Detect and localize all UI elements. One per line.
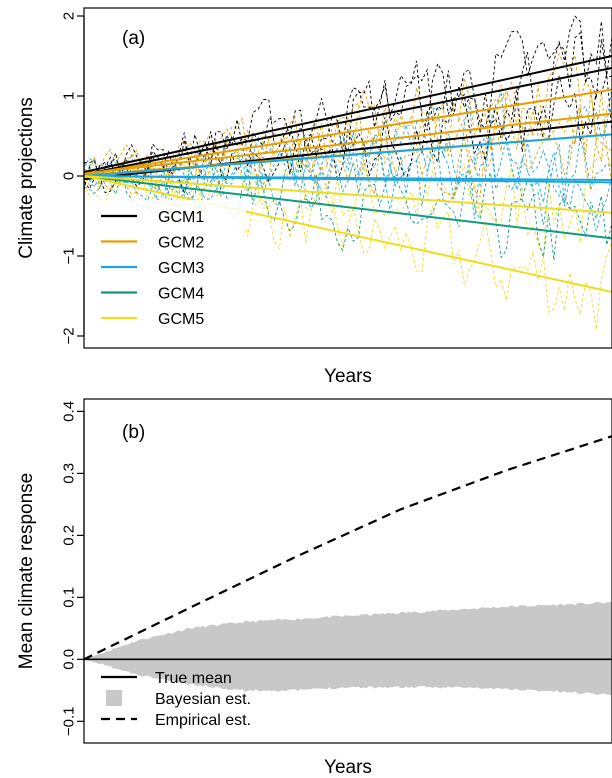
panel-a-ytick-label: −1	[60, 247, 77, 264]
panel-b-ylabel: Mean climate response	[16, 473, 37, 669]
series-trend-gcm4	[84, 175, 612, 240]
panel-a-ytick-label: −2	[60, 327, 77, 344]
series-noise-gcm3	[84, 136, 612, 232]
legend-label-empirical: Empirical est.	[155, 712, 251, 729]
panel-b-xlabel: Years	[324, 757, 372, 778]
legend-label-gcm3: GCM3	[158, 260, 204, 277]
panel-b-ytick-label: 0.4	[60, 401, 77, 422]
series-noise-gcm5	[84, 154, 612, 258]
series-trend-gcm1	[84, 67, 612, 176]
series-noise-gcm1	[84, 74, 612, 194]
series-noise-gcm2	[84, 81, 612, 187]
legend-label-gcm2: GCM2	[158, 235, 204, 252]
series-trend-gcm1	[84, 55, 612, 173]
panel-b-ytick-label: 0.2	[60, 525, 77, 546]
panel-a-y-axis: −2 −1 0 1 2	[60, 12, 85, 345]
empirical-line	[83, 435, 612, 661]
panel-a: −2 −1 0 1 2 (a) Years Climate projections GC…	[16, 7, 612, 387]
legend-label-gcm5: GCM5	[158, 311, 204, 328]
panel-b-legend: True mean Bayesian est. Empirical est.	[101, 670, 251, 729]
panel-b-ytick-label: 0.0	[60, 649, 77, 670]
series-trend-gcm3	[84, 133, 612, 177]
panel-b-plot-area	[83, 435, 612, 696]
panel-b-ytick-label: 0.3	[60, 463, 77, 484]
panel-a-ytick-label: 2	[60, 12, 77, 20]
legend-label-bayesian: Bayesian est.	[155, 691, 251, 708]
panel-a-xlabel: Years	[324, 366, 372, 387]
legend-label-gcm4: GCM4	[158, 286, 204, 303]
panel-b-y-axis: −0.1 0.0 0.1 0.2 0.3 0.4	[60, 401, 85, 736]
series-trend-gcm5	[84, 175, 612, 214]
legend-swatch-bayesian	[106, 690, 122, 706]
panel-a-ytick-label: 1	[60, 92, 77, 100]
panel-a-ylabel: Climate projections	[16, 97, 37, 259]
series-trend-gcm2	[84, 112, 612, 175]
panel-b-ytick-label: 0.1	[60, 587, 77, 608]
series-trend-gcm5	[84, 175, 612, 293]
bayesian-band	[84, 601, 612, 696]
panel-b-ytick-label: −0.1	[60, 706, 77, 736]
panel-a-legend: GCM1 GCM2 GCM3 GCM4 GCM5	[96, 200, 246, 344]
panel-b: −0.1 0.0 0.1 0.2 0.3 0.4 (b) Years Mean clima…	[16, 398, 612, 778]
legend-label-true-mean: True mean	[155, 670, 232, 687]
panel-a-tag: (a)	[122, 28, 145, 49]
panel-a-ytick-label: 0	[60, 172, 77, 180]
series-noise-gcm3	[84, 135, 612, 228]
legend-background	[96, 200, 246, 344]
panel-a-plot-area	[84, 15, 612, 330]
series-trend-gcm2	[84, 88, 612, 176]
legend-label-gcm1: GCM1	[158, 209, 204, 226]
series-trend-gcm3	[84, 175, 612, 184]
panel-b-tag: (b)	[122, 422, 145, 443]
